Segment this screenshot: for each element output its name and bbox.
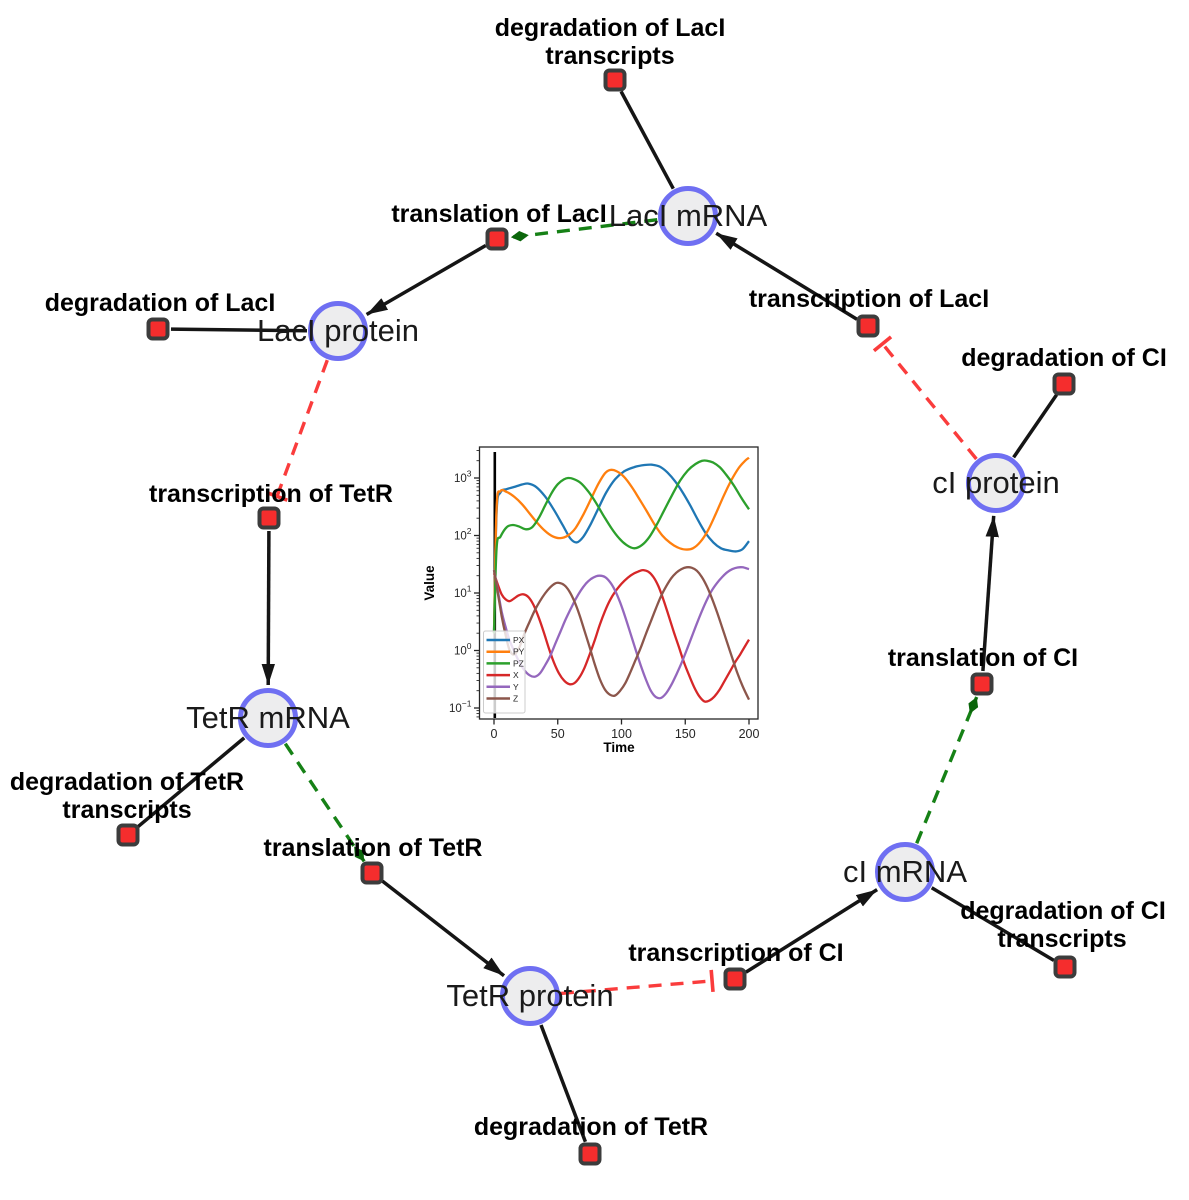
x-tick-label: 0: [491, 727, 498, 741]
reaction-label-tx-tetr-line0: transcription of TetR: [149, 480, 393, 508]
reaction-label-transl-ci-line0: translation of CI: [888, 644, 1078, 672]
legend-entry-PZ: PZ: [513, 658, 524, 668]
species-node-ci-protein[interactable]: [966, 453, 1026, 513]
y-tick-label: 100: [454, 641, 472, 658]
edge-catalysis-ci-mrna-to-transl-ci: [915, 696, 979, 844]
chart-series-X: [492, 568, 750, 703]
reaction-node-tx-ci[interactable]: [723, 967, 747, 991]
species-label-ci-protein: cI protein: [932, 465, 1060, 500]
reaction-label-deg-ci-line0: degradation of CI: [961, 344, 1167, 372]
species-node-laci-protein[interactable]: [308, 301, 368, 361]
edge-catalysis-tetr-mrna-to-transl-tetr: [283, 742, 366, 863]
x-tick-label: 150: [675, 727, 696, 741]
y-tick-label: 103: [454, 469, 472, 486]
chart-series-Z: [492, 566, 751, 701]
chart-frame: [478, 446, 759, 720]
reaction-label-deg-tetr-tx-line0: degradation of TetR: [10, 768, 244, 796]
reaction-label-deg-laci-line0: degradation of LacI: [45, 289, 276, 317]
reaction-label-deg-ci-tx-line0: degradation of CI: [960, 897, 1166, 925]
reaction-label-deg-tetr-line0: degradation of TetR: [474, 1113, 708, 1141]
reaction-node-deg-ci-tx[interactable]: [1053, 955, 1077, 979]
reaction-node-tx-laci[interactable]: [856, 314, 880, 338]
edge-inhibition-laci-protein-to-tx-tetr: [266, 359, 329, 502]
x-axis-label: Time: [603, 740, 635, 755]
legend-entry-PY: PY: [513, 647, 525, 657]
species-label-ci-mrna: cI mRNA: [843, 854, 967, 889]
reaction-node-transl-ci[interactable]: [970, 672, 994, 696]
species-label-laci-protein: LacI protein: [257, 313, 419, 348]
edge-production-transl-laci-to-laci-protein: [365, 243, 487, 317]
reaction-label-transl-laci-line0: translation of LacI: [391, 200, 606, 228]
reaction-node-deg-laci-tx[interactable]: [603, 68, 627, 92]
reaction-label-tx-laci-line0: transcription of LacI: [749, 285, 989, 313]
reaction-node-transl-laci[interactable]: [485, 227, 509, 251]
y-tick-label: 10−1: [449, 699, 472, 716]
legend-entry-Z: Z: [513, 694, 518, 704]
edge-production-tx-laci-to-laci-mrna: [715, 231, 858, 321]
reaction-node-deg-tetr-tx[interactable]: [116, 823, 140, 847]
legend-entry-X: X: [513, 670, 519, 680]
edge-production-transl-tetr-to-tetr-protein: [381, 879, 506, 978]
edge-consumption-tetr-protein-to-deg-tetr: [539, 1024, 588, 1143]
edge-production-transl-ci-to-ci-protein: [981, 515, 999, 672]
species-node-ci-mrna[interactable]: [875, 842, 935, 902]
y-tick-label: 102: [454, 526, 472, 543]
chart-series-Y: [492, 566, 750, 700]
edge-consumption-ci-protein-to-deg-ci: [1012, 393, 1059, 459]
reaction-node-deg-laci[interactable]: [146, 317, 170, 341]
chart-series-PX: [492, 463, 750, 634]
species-label-tetr-mrna: TetR mRNA: [186, 700, 350, 735]
edge-consumption-tetr-mrna-to-deg-tetr-tx: [136, 736, 246, 829]
species-node-tetr-mrna[interactable]: [238, 688, 298, 748]
reaction-node-deg-ci[interactable]: [1052, 372, 1076, 396]
edge-consumption-laci-protein-to-deg-laci: [170, 327, 308, 333]
edges-layer: [136, 90, 1059, 1143]
species-node-laci-mrna[interactable]: [658, 186, 718, 246]
reaction-label-deg-tetr-tx-line1: transcripts: [62, 796, 191, 824]
species-label-tetr-protein: TetR protein: [446, 978, 613, 1013]
edge-consumption-ci-mrna-to-deg-ci-tx: [930, 886, 1055, 962]
edge-production-tx-ci-to-ci-mrna: [745, 888, 879, 974]
y-axis-label: Value: [422, 565, 437, 601]
edge-inhibition-ci-protein-to-tx-laci: [872, 335, 978, 461]
x-tick-label: 50: [551, 727, 565, 741]
chart-series-PY: [492, 456, 750, 634]
labels-layer: LacI mRNA LacI protein TetR mRNA TetR prote…: [10, 14, 1167, 1141]
reaction-node-deg-tetr[interactable]: [578, 1142, 602, 1166]
edge-consumption-laci-mrna-to-deg-laci-tx: [619, 90, 675, 190]
x-tick-label: 200: [739, 727, 760, 741]
reaction-node-tx-tetr[interactable]: [257, 506, 281, 530]
edge-production-tx-tetr-to-tetr-mrna: [261, 530, 275, 686]
edge-inhibition-tetr-protein-to-tx-ci: [560, 969, 715, 996]
reaction-label-tx-ci-line0: transcription of CI: [628, 939, 843, 967]
y-tick-label: 101: [454, 584, 472, 601]
reaction-label-deg-laci-tx-line1: transcripts: [545, 42, 674, 70]
reaction-label-transl-tetr-line0: translation of TetR: [264, 834, 483, 862]
nodes-layer: [116, 68, 1077, 1166]
species-node-tetr-protein[interactable]: [500, 966, 560, 1026]
species-label-laci-mrna: LacI mRNA: [609, 198, 768, 233]
reaction-node-transl-tetr[interactable]: [360, 861, 384, 885]
legend-entry-PX: PX: [513, 635, 525, 645]
legend-entry-Y: Y: [513, 682, 519, 692]
x-tick-label: 100: [611, 727, 632, 741]
chart-series-PZ: [492, 459, 750, 634]
edge-catalysis-laci-mrna-to-transl-laci: [510, 218, 658, 242]
reaction-label-deg-laci-tx-line0: degradation of LacI: [495, 14, 726, 42]
reaction-label-deg-ci-tx-line1: transcripts: [997, 925, 1126, 953]
